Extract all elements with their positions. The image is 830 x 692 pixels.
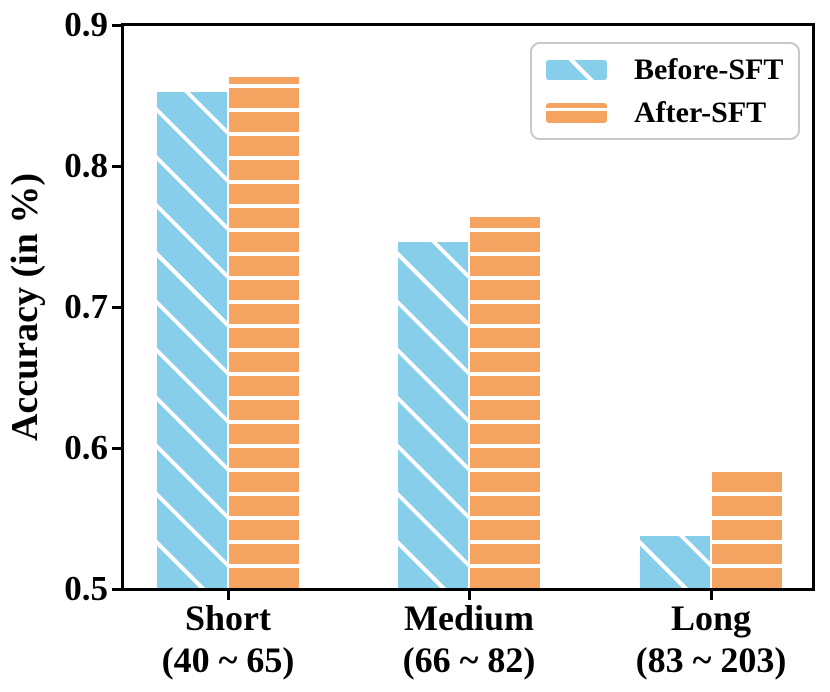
legend-label-after-sft: After-SFT	[634, 95, 767, 129]
y-tick-label-0.7: 0.7	[64, 287, 108, 326]
legend-item-before-sft: Before-SFT	[546, 52, 784, 86]
bar-after-sft-long	[712, 470, 782, 588]
x-tick-label-medium: Medium (66 ~ 82)	[329, 597, 609, 681]
legend-item-after-sft: After-SFT	[546, 95, 784, 129]
x-category-range-medium: (66 ~ 82)	[402, 640, 536, 680]
y-tick-label-0.9: 0.9	[64, 5, 108, 44]
y-tick-label-0.6: 0.6	[64, 428, 108, 467]
legend-label-before-sft: Before-SFT	[634, 52, 784, 86]
y-tick-0.5	[112, 588, 121, 591]
plot-area	[121, 23, 815, 591]
y-tick-0.9	[112, 24, 121, 27]
x-category-range-short: (40 ~ 65)	[161, 640, 295, 680]
bar-before-sft-medium	[398, 242, 468, 588]
y-tick-label-0.5: 0.5	[64, 569, 108, 608]
legend: Before-SFT After-SFT	[530, 42, 800, 140]
x-category-range-long: (83 ~ 203)	[635, 640, 787, 680]
x-tick-label-long: Long (83 ~ 203)	[571, 597, 830, 681]
bar-before-sft-short	[157, 92, 227, 588]
y-tick-0.6	[112, 447, 121, 450]
x-category-name-long: Long	[670, 598, 752, 638]
x-tick-long	[710, 591, 713, 600]
before-sft-swatch-icon	[546, 59, 607, 80]
x-tick-label-short: Short (40 ~ 65)	[88, 597, 368, 681]
x-tick-medium	[468, 591, 471, 600]
y-tick-label-0.8: 0.8	[64, 146, 108, 185]
bar-before-sft-long	[640, 536, 710, 588]
bar-after-sft-short	[229, 77, 299, 588]
bar-after-sft-medium	[470, 217, 540, 588]
x-tick-short	[227, 591, 230, 600]
y-tick-0.7	[112, 306, 121, 309]
after-sft-swatch-icon	[546, 102, 607, 123]
x-category-name-short: Short	[184, 598, 271, 638]
x-category-name-medium: Medium	[404, 598, 534, 638]
y-tick-0.8	[112, 165, 121, 168]
